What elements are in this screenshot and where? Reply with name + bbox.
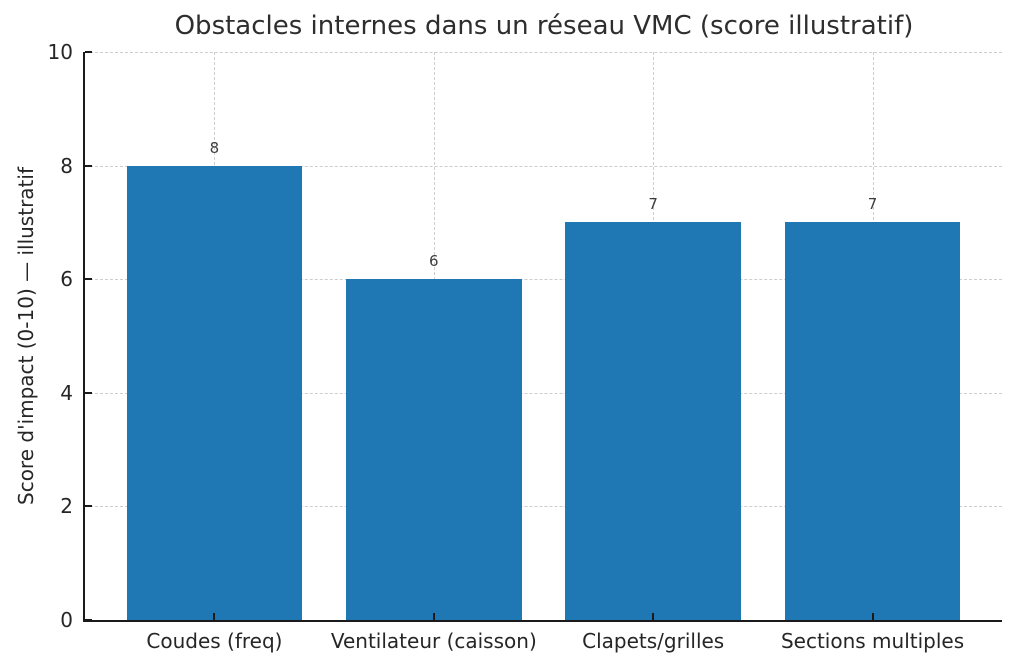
bar-value-label: 8 bbox=[209, 138, 220, 157]
y-gridline bbox=[85, 279, 1002, 281]
x-tick-mark bbox=[871, 613, 874, 620]
y-tick-mark bbox=[85, 51, 92, 53]
bar bbox=[784, 222, 961, 620]
y-gridline bbox=[85, 165, 1002, 167]
plot-area: 0 2 4 6 8 10 8 Coudes (freq) 6 Ventilateur (caiss… bbox=[48, 42, 1002, 653]
bar-value-label: 6 bbox=[429, 252, 439, 271]
y-gridline bbox=[85, 52, 1002, 53]
y-tick-label: 6 bbox=[60, 267, 73, 292]
x-tick-mark bbox=[652, 613, 655, 620]
y-tick-mark bbox=[85, 391, 92, 394]
bar bbox=[126, 165, 303, 620]
bar-value-label: 7 bbox=[648, 195, 658, 214]
y-tick-label: 0 bbox=[60, 608, 73, 632]
x-tick-label: Ventilateur (caisson) bbox=[330, 629, 537, 653]
y-tick-label: 2 bbox=[60, 494, 73, 519]
x-tick-mark bbox=[432, 613, 435, 620]
chart-title: Obstacles internes dans un réseau VMC (s… bbox=[174, 11, 914, 41]
y-gridline bbox=[85, 506, 1002, 508]
y-tick-mark bbox=[85, 278, 92, 281]
bar bbox=[346, 279, 522, 620]
x-tick-mark bbox=[213, 613, 216, 620]
x-tick-label: Clapets/grilles bbox=[582, 629, 725, 653]
bar-value-label: 7 bbox=[867, 195, 878, 214]
x-tick-label: Sections multiples bbox=[780, 629, 965, 653]
y-gridline bbox=[85, 392, 1002, 394]
x-tick-label: Coudes (freq) bbox=[146, 629, 283, 653]
y-tick-mark bbox=[85, 505, 92, 508]
y-tick-label: 8 bbox=[60, 153, 73, 178]
y-tick-label: 10 bbox=[47, 40, 73, 64]
x-axis-spine bbox=[83, 620, 1002, 622]
y-tick-label: 4 bbox=[60, 380, 73, 405]
y-axis-label: Score d'impact (0-10) — illustratif bbox=[14, 167, 38, 505]
y-tick-mark bbox=[85, 619, 92, 621]
y-tick-mark bbox=[85, 164, 92, 167]
bar bbox=[565, 222, 741, 620]
y-axis-spine bbox=[83, 52, 85, 622]
